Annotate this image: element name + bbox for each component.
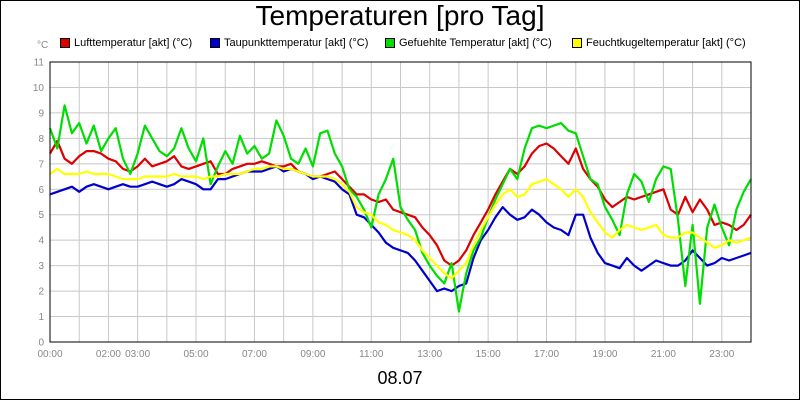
x-tick-label: 23:00 — [709, 349, 734, 360]
legend-item-gefuehlte-temperatur: Gefuehlte Temperatur [akt] (°C) — [385, 37, 552, 49]
legend-swatch-feuchtkugeltemperatur — [572, 38, 582, 48]
legend-item-feuchtkugeltemperatur: Feuchtkugeltemperatur [akt] (°C) — [572, 37, 746, 49]
y-tick-label: 1 — [38, 312, 44, 323]
chart-title: Temperaturen [pro Tag] — [255, 0, 545, 31]
y-tick-label: 6 — [38, 185, 44, 196]
series-line-feuchtkugeltemperatur — [49, 165, 752, 280]
y-axis-ticks: 0 1 2 3 4 5 6 7 8 9 10 11 — [33, 58, 45, 349]
y-tick-label: 5 — [38, 210, 44, 221]
y-tick-label: 8 — [38, 134, 44, 145]
x-axis-date-label: 08.07 — [377, 368, 423, 388]
x-tick-label: 13:00 — [417, 349, 442, 360]
x-tick-label: 21:00 — [651, 349, 676, 360]
legend-swatch-gefuehlte-temperatur — [385, 38, 395, 48]
y-tick-label: 9 — [38, 108, 44, 119]
x-axis-ticks: 00:00 02:00 03:00 05:00 07:00 09:00 11:00 13:00… — [37, 349, 734, 360]
series-lines — [48, 104, 752, 313]
legend-swatch-taupunkttemperatur — [210, 38, 220, 48]
legend-label-feuchtkugeltemperatur: Feuchtkugeltemperatur [akt] (°C) — [586, 37, 746, 49]
y-tick-label: 4 — [38, 236, 44, 247]
series-line-taupunkttemperatur — [49, 165, 752, 293]
x-tick-label: 07:00 — [242, 349, 267, 360]
x-tick-label: 17:00 — [534, 349, 559, 360]
series-line-gefuehlte-temperatur — [48, 104, 752, 313]
y-tick-label: 11 — [34, 58, 45, 69]
plot-border — [49, 61, 752, 343]
legend-label-taupunkttemperatur: Taupunkttemperatur [akt] (°C) — [224, 37, 369, 49]
y-tick-label: 10 — [33, 83, 45, 94]
legend-item-taupunkttemperatur: Taupunkttemperatur [akt] (°C) — [210, 37, 368, 49]
y-axis-unit: °C — [37, 40, 49, 51]
y-tick-label: 3 — [38, 261, 44, 272]
y-tick-label: 7 — [38, 159, 44, 170]
legend-label-lufttemperatur: Lufttemperatur [akt] (°C) — [74, 37, 193, 49]
x-tick-label: 03:00 — [125, 349, 150, 360]
x-tick-label: 11:00 — [359, 349, 384, 360]
x-tick-label: 19:00 — [592, 349, 617, 360]
legend-item-lufttemperatur: Lufttemperatur [akt] (°C) — [60, 37, 192, 49]
x-tick-label: 00:00 — [37, 349, 62, 360]
legend-swatch-lufttemperatur — [60, 38, 70, 48]
x-tick-label: 05:00 — [184, 349, 209, 360]
series-line-lufttemperatur — [49, 139, 752, 267]
legend-label-gefuehlte-temperatur: Gefuehlte Temperatur [akt] (°C) — [399, 37, 552, 49]
x-tick-label: 09:00 — [300, 349, 325, 360]
x-tick-label: 15:00 — [476, 349, 501, 360]
y-tick-label: 2 — [38, 287, 44, 298]
x-tick-label: 02:00 — [96, 349, 121, 360]
y-tick-label: 0 — [38, 338, 44, 349]
